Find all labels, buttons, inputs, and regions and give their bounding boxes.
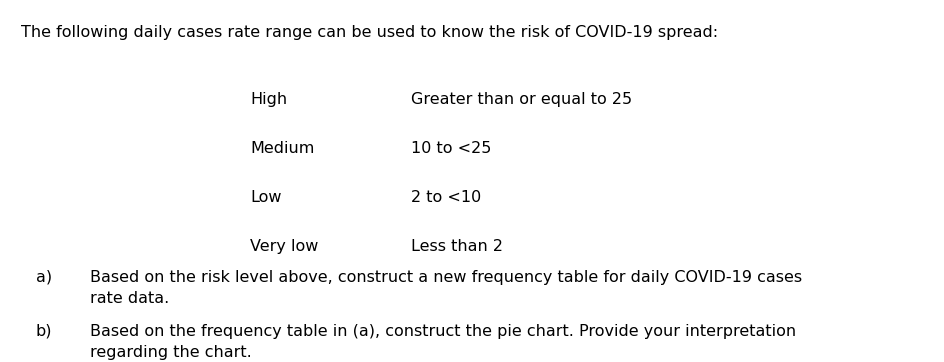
Text: Less than 2: Less than 2 <box>411 239 502 254</box>
Text: Based on the frequency table in (a), construct the pie chart. Provide your inter: Based on the frequency table in (a), con… <box>90 324 796 360</box>
Text: Very low: Very low <box>250 239 318 254</box>
Text: Low: Low <box>250 190 281 205</box>
Text: b): b) <box>36 324 52 339</box>
Text: High: High <box>250 92 287 107</box>
Text: The following daily cases rate range can be used to know the risk of COVID-19 sp: The following daily cases rate range can… <box>21 25 717 40</box>
Text: Based on the risk level above, construct a new frequency table for daily COVID-1: Based on the risk level above, construct… <box>90 270 801 306</box>
Text: 10 to <25: 10 to <25 <box>411 141 491 156</box>
Text: Medium: Medium <box>250 141 314 156</box>
Text: 2 to <10: 2 to <10 <box>411 190 480 205</box>
Text: a): a) <box>36 270 52 285</box>
Text: Greater than or equal to 25: Greater than or equal to 25 <box>411 92 632 107</box>
